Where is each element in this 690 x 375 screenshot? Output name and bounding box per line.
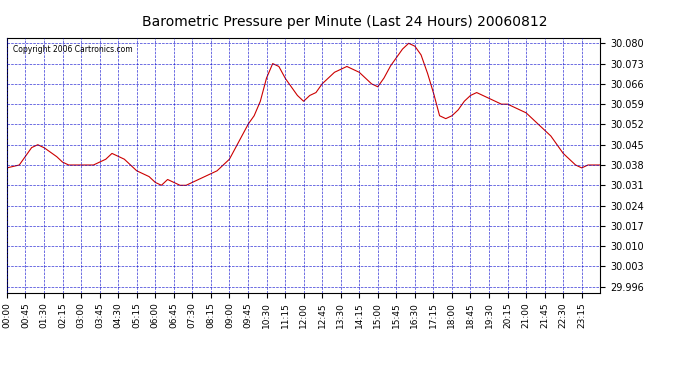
- Text: Copyright 2006 Cartronics.com: Copyright 2006 Cartronics.com: [13, 45, 132, 54]
- Text: Barometric Pressure per Minute (Last 24 Hours) 20060812: Barometric Pressure per Minute (Last 24 …: [142, 15, 548, 29]
